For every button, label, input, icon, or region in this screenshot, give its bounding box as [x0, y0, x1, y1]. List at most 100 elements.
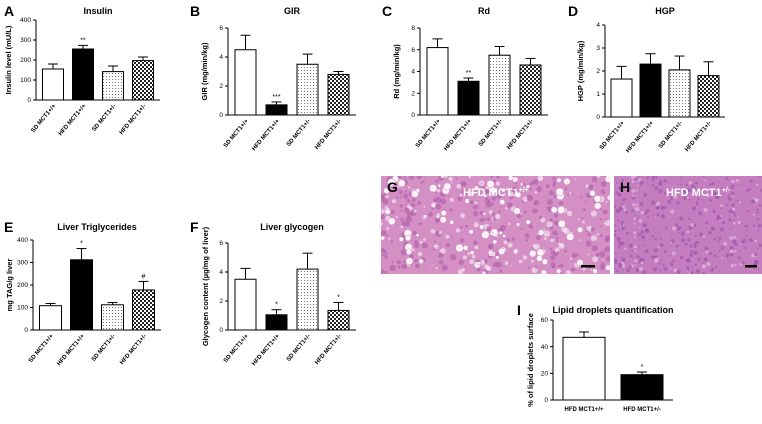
tissue-texture [747, 210, 750, 213]
tissue-texture [602, 209, 608, 215]
tissue-texture [614, 224, 616, 227]
y-tick-label: 2 [596, 68, 600, 75]
lipid-droplet [464, 198, 470, 204]
lipid-droplet [455, 243, 464, 253]
lipid-droplet [604, 176, 610, 183]
tissue-texture [458, 259, 464, 265]
tissue-texture [697, 257, 701, 261]
y-tick-label: 2 [219, 83, 223, 90]
lipid-droplet [468, 229, 474, 235]
tissue-texture [687, 269, 690, 271]
tissue-texture [686, 266, 690, 270]
tissue-texture [706, 261, 711, 267]
tissue-texture [746, 189, 749, 192]
tissue-texture [670, 209, 675, 214]
tissue-texture [385, 195, 389, 199]
tissue-texture [698, 211, 703, 216]
tissue-texture [670, 267, 672, 269]
y-tick-label: 8 [411, 25, 415, 32]
tissue-texture [622, 205, 626, 209]
x-category-label: HFD MCT1+/+ [443, 118, 473, 152]
histology-texture-h [614, 176, 762, 274]
tissue-texture [473, 240, 478, 246]
lipid-droplet [443, 182, 452, 191]
tissue-texture [739, 250, 741, 252]
bar [39, 305, 62, 331]
bar [42, 68, 64, 101]
tissue-texture [702, 272, 706, 274]
tissue-texture [657, 246, 660, 248]
tissue-texture [727, 196, 732, 201]
significance-mark: ** [466, 70, 472, 77]
tissue-texture [550, 262, 556, 268]
scale-bar-h [745, 265, 757, 268]
tissue-texture [657, 232, 660, 235]
x-category-label: SD MCT1+/+ [30, 103, 57, 134]
tissue-texture [671, 186, 674, 188]
tissue-texture [664, 250, 667, 253]
y-tick-label: 0 [596, 114, 600, 121]
tissue-texture [737, 256, 741, 260]
tissue-texture [585, 184, 589, 189]
tissue-texture [449, 197, 454, 202]
tissue-texture [639, 267, 643, 271]
tissue-texture [614, 258, 618, 263]
tissue-texture [676, 201, 680, 205]
tissue-texture [641, 235, 646, 240]
tissue-texture [672, 259, 675, 263]
tissue-texture [599, 218, 603, 221]
tissue-texture [683, 196, 687, 200]
tissue-texture [686, 196, 689, 199]
tissue-texture [556, 236, 559, 240]
tissue-texture [471, 254, 476, 259]
tissue-texture [413, 209, 417, 213]
tissue-texture [687, 238, 691, 242]
tissue-texture [599, 234, 603, 238]
lipid-droplet [516, 222, 521, 227]
tissue-texture [532, 244, 536, 248]
tissue-texture [642, 223, 648, 228]
tissue-texture [625, 211, 629, 215]
y-tick-label: 0 [219, 112, 223, 119]
tissue-texture [599, 251, 606, 258]
lipid-droplet [498, 247, 506, 255]
lipid-droplet [508, 176, 514, 181]
lipid-droplet [405, 248, 413, 255]
tissue-texture [409, 176, 415, 180]
tissue-texture [570, 257, 573, 260]
tissue-texture [488, 243, 494, 250]
tissue-texture [532, 179, 539, 185]
tissue-texture [546, 221, 553, 228]
tissue-texture [494, 252, 499, 256]
tissue-texture [689, 253, 694, 258]
panel-letter: B [190, 3, 200, 19]
tissue-texture [658, 269, 661, 272]
bar [562, 336, 606, 401]
tissue-texture [587, 253, 590, 256]
tissue-texture [465, 224, 469, 228]
tissue-texture [614, 229, 617, 233]
tissue-texture [435, 203, 442, 210]
chart-title: Insulin [84, 6, 113, 16]
tissue-texture [730, 235, 732, 237]
tissue-texture [680, 183, 682, 186]
tissue-texture [530, 259, 534, 263]
tissue-texture [381, 269, 385, 274]
lipid-droplet [415, 233, 420, 237]
tissue-texture [738, 181, 740, 183]
tissue-texture [449, 254, 457, 261]
tissue-texture [690, 223, 695, 228]
tissue-texture [576, 254, 579, 257]
tissue-texture [535, 235, 541, 241]
lipid-droplet [606, 194, 610, 201]
tissue-texture [554, 220, 559, 225]
tissue-texture [499, 269, 503, 273]
tissue-texture [431, 203, 436, 208]
tissue-texture [555, 233, 558, 236]
tissue-texture [406, 218, 409, 221]
tissue-texture [640, 210, 645, 215]
lipid-droplet [423, 214, 428, 219]
chart-title: HGP [655, 6, 675, 16]
tissue-texture [688, 272, 691, 274]
tissue-texture [735, 216, 738, 218]
